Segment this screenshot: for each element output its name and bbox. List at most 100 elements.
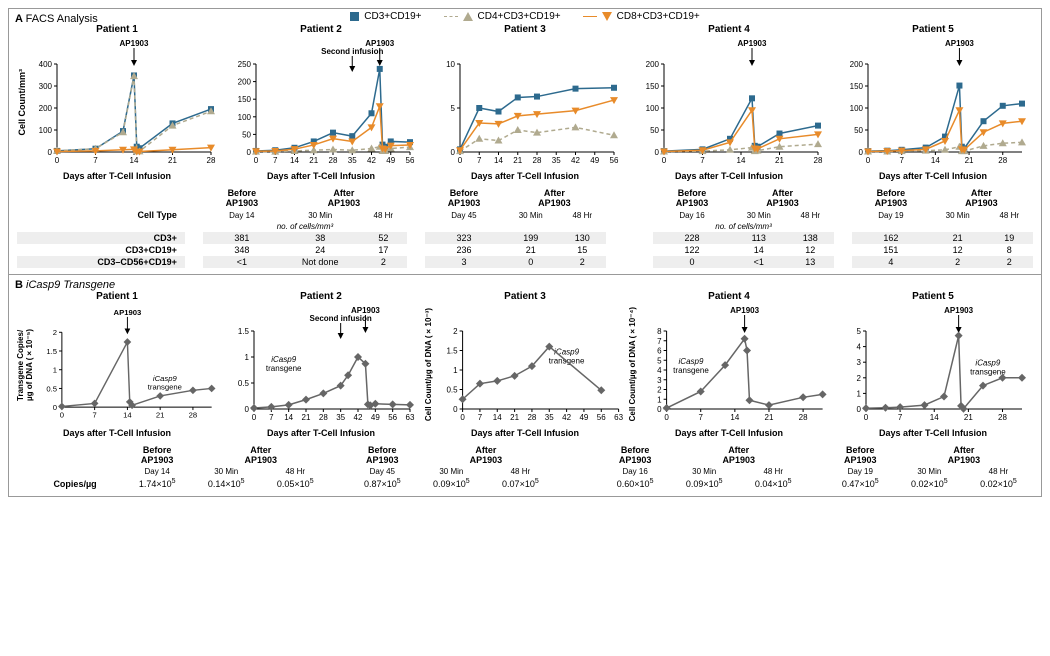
svg-text:8: 8: [657, 327, 662, 336]
svg-text:2: 2: [453, 327, 458, 336]
svg-text:0: 0: [48, 148, 53, 157]
chart-a-2: Patient 2 050100150200250071421283542495…: [221, 24, 421, 181]
svg-text:0: 0: [247, 148, 252, 157]
svg-text:14: 14: [123, 411, 132, 420]
svg-text:3: 3: [657, 376, 662, 385]
table-b-wrap: BeforeAP1903AfterAP1903BeforeAP1903After…: [9, 442, 1041, 496]
legend-item-1: CD3+CD19+: [350, 11, 421, 22]
svg-text:14: 14: [737, 156, 746, 165]
chart-svg: 05010015020007142128AP1903: [833, 36, 1033, 169]
svg-text:56: 56: [388, 413, 397, 422]
chart-svg: 00.511.52071421283542495663iCasp9transge…: [434, 303, 625, 426]
svg-text:14: 14: [130, 156, 139, 165]
svg-text:250: 250: [238, 60, 252, 69]
svg-text:7: 7: [657, 337, 662, 346]
xlabel: Days after T-Cell Infusion: [63, 171, 171, 181]
chart-title: Patient 1: [96, 291, 138, 302]
svg-text:0.5: 0.5: [46, 384, 57, 393]
svg-text:1.5: 1.5: [238, 327, 250, 336]
svg-text:7: 7: [899, 156, 904, 165]
svg-text:28: 28: [998, 156, 1007, 165]
chart-b-5: Patient 5 01234507142128AP1903iCasp9tran…: [833, 291, 1033, 438]
svg-text:14: 14: [930, 413, 939, 422]
xlabel: Days after T-Cell Infusion: [267, 171, 375, 181]
chart-title: Patient 4: [708, 24, 750, 35]
svg-text:0: 0: [857, 405, 862, 414]
ylabel-b: Cell Count/µg of DNA (×10⁻³): [425, 308, 434, 421]
chart-svg: 00.511.5207142128AP1903iCasp9transgene: [35, 303, 217, 426]
svg-text:1: 1: [245, 353, 250, 362]
svg-text:28: 28: [533, 156, 542, 165]
legend-label-3: CD8+CD3+CD19+: [617, 11, 700, 22]
svg-text:6: 6: [657, 347, 662, 356]
svg-text:42: 42: [562, 413, 571, 422]
svg-text:100: 100: [850, 104, 864, 113]
svg-text:200: 200: [850, 60, 864, 69]
svg-text:14: 14: [284, 413, 293, 422]
chart-title: Patient 2: [300, 291, 342, 302]
chart-title: Patient 3: [504, 24, 546, 35]
legend-label-1: CD3+CD19+: [364, 11, 421, 22]
chart-b-2: Patient 2 00.511.5071421283542495663AP19…: [221, 291, 421, 438]
svg-text:0: 0: [866, 156, 871, 165]
svg-text:42: 42: [571, 156, 580, 165]
svg-text:21: 21: [510, 413, 519, 422]
chart-b-3: Patient 3 Cell Count/µg of DNA (×10⁻³) 0…: [425, 291, 625, 438]
svg-text:0: 0: [55, 156, 60, 165]
svg-text:56: 56: [610, 156, 619, 165]
svg-text:4: 4: [857, 343, 862, 352]
svg-text:7: 7: [478, 413, 483, 422]
dashed-line-icon: [444, 16, 458, 17]
xlabel: Days after T-Cell Infusion: [471, 171, 579, 181]
svg-text:300: 300: [39, 82, 53, 91]
chart-svg: 010020030040007142128AP1903: [27, 36, 217, 169]
svg-text:21: 21: [764, 413, 773, 422]
svg-text:1: 1: [453, 366, 458, 375]
svg-text:35: 35: [348, 156, 357, 165]
legend-label-2: CD4+CD3+CD19+: [478, 11, 561, 22]
svg-text:transgene: transgene: [673, 366, 709, 375]
svg-text:0: 0: [664, 413, 669, 422]
svg-text:7: 7: [273, 156, 278, 165]
svg-text:56: 56: [597, 413, 606, 422]
svg-text:2: 2: [857, 374, 862, 383]
table-b: BeforeAP1903AfterAP1903BeforeAP1903After…: [17, 444, 1033, 490]
triangle-up-icon: [463, 12, 473, 21]
xlabel: Days after T-Cell Infusion: [471, 428, 579, 438]
svg-text:21: 21: [302, 413, 311, 422]
xlabel: Days after T-Cell Infusion: [879, 428, 987, 438]
svg-text:21: 21: [964, 413, 973, 422]
svg-text:150: 150: [850, 82, 864, 91]
chart-title: Patient 2: [300, 24, 342, 35]
chart-title: Patient 5: [912, 24, 954, 35]
svg-text:100: 100: [39, 126, 53, 135]
xlabel: Days after T-Cell Infusion: [267, 428, 375, 438]
chart-b-4: Patient 4 Cell Count/µg of DNA (×10⁻⁴) 0…: [629, 291, 829, 438]
svg-text:AP1903: AP1903: [730, 306, 759, 315]
svg-text:28: 28: [207, 156, 216, 165]
charts-row-a: Patient 1 Cell Count/mm³ 010020030040007…: [9, 24, 1041, 185]
svg-text:21: 21: [775, 156, 784, 165]
svg-text:100: 100: [646, 104, 660, 113]
square-icon: [350, 12, 359, 21]
svg-text:28: 28: [319, 413, 328, 422]
svg-text:14: 14: [290, 156, 299, 165]
svg-text:28: 28: [798, 413, 807, 422]
ylabel-b: Transgene Copies/µg of DNA (×10⁻⁵): [17, 329, 35, 401]
svg-text:0: 0: [451, 148, 456, 157]
chart-svg: 00.511.5071421283542495663AP1903Second i…: [221, 303, 421, 426]
svg-text:21: 21: [965, 156, 974, 165]
svg-text:0: 0: [864, 413, 869, 422]
chart-a-4: Patient 4 05010015020007142128AP1903 Day…: [629, 24, 829, 181]
table-a-wrap: BeforeAP1903AfterAP1903BeforeAP1903After…: [9, 185, 1041, 274]
chart-a-3: Patient 3 05100714212835424956 Days afte…: [425, 24, 625, 181]
svg-text:63: 63: [614, 413, 623, 422]
svg-text:0: 0: [859, 148, 864, 157]
svg-text:10: 10: [446, 60, 455, 69]
svg-text:iCasp9: iCasp9: [554, 347, 579, 356]
svg-text:0.5: 0.5: [446, 386, 458, 395]
svg-text:7: 7: [898, 413, 903, 422]
svg-text:1.5: 1.5: [46, 347, 57, 356]
svg-text:63: 63: [406, 413, 415, 422]
svg-text:iCasp9: iCasp9: [271, 355, 296, 364]
